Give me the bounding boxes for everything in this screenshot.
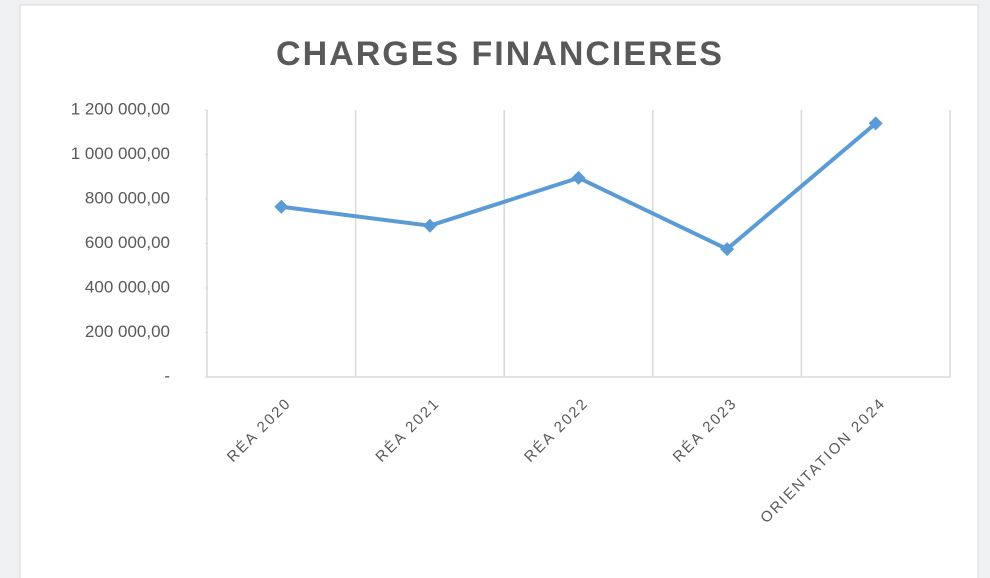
y-tick-label: - — [164, 366, 170, 385]
chart-title: CHARGES FINANCIERES — [276, 35, 724, 73]
marker — [571, 170, 586, 185]
y-tick-label: 1 200 000,00 — [71, 99, 170, 118]
marker — [274, 199, 289, 214]
marker — [868, 116, 883, 131]
y-tick-label: 200 000,00 — [85, 322, 170, 341]
y-tick-label: 400 000,00 — [85, 277, 170, 296]
marker — [720, 242, 735, 257]
y-tick-label: 600 000,00 — [85, 233, 170, 252]
marker — [422, 218, 437, 233]
y-tick-label: 800 000,00 — [85, 188, 170, 207]
y-tick-label: 1 000 000,00 — [71, 144, 170, 163]
chart-area — [19, 4, 979, 578]
